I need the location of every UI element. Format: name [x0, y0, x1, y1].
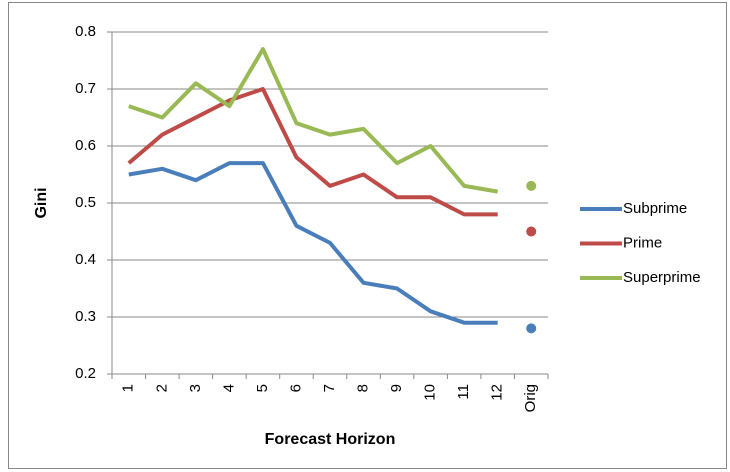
series-line [128, 161, 498, 325]
x-tick-label: 12 [489, 384, 506, 401]
chart-border [8, 2, 727, 469]
series-line [127, 87, 498, 217]
y-tick-label: 0.7 [75, 80, 96, 97]
series-point [526, 323, 537, 334]
x-tick-label: 6 [287, 384, 304, 392]
x-tick-label: 1 [120, 384, 137, 392]
x-tick-label: 2 [153, 384, 170, 392]
y-axis-title: Gini [33, 187, 50, 218]
x-tick-label: 8 [355, 384, 372, 392]
y-tick-label: 0.3 [75, 308, 96, 325]
y-tick-label: 0.2 [75, 365, 96, 382]
x-tick-label: Orig [522, 384, 539, 412]
y-tick-label: 0.5 [75, 194, 96, 211]
x-axis-title: Forecast Horizon [265, 431, 396, 448]
x-tick-label: 9 [388, 384, 405, 392]
series-point [526, 226, 537, 237]
x-tick-label: 4 [220, 384, 237, 392]
y-tick-label: 0.8 [75, 23, 96, 40]
legend-label: Superprime [623, 269, 701, 286]
legend-label: Subprime [623, 200, 687, 217]
x-tick-label: 5 [254, 384, 271, 392]
x-tick-label: 3 [187, 384, 204, 392]
series-line [128, 47, 499, 194]
y-tick-label: 0.4 [75, 251, 96, 268]
x-tick-label: 7 [321, 384, 338, 392]
legend-label: Prime [623, 234, 662, 251]
series-point [526, 180, 537, 191]
x-tick-label: 10 [422, 384, 439, 401]
y-tick-label: 0.6 [75, 137, 96, 154]
x-tick-label: 11 [455, 384, 472, 400]
